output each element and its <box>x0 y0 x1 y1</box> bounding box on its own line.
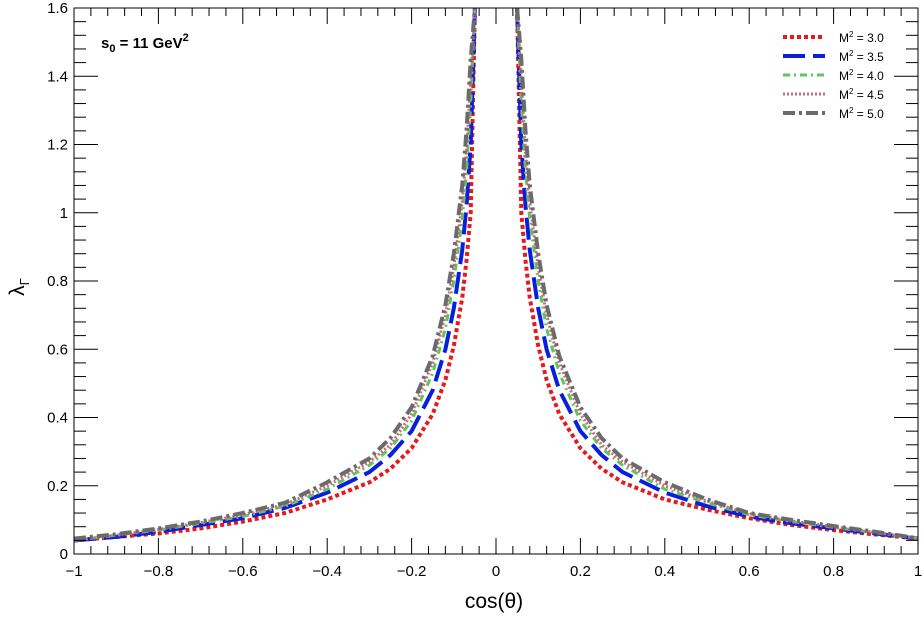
x-tick-label: 0.8 <box>823 563 844 580</box>
y-tick-label: 0 <box>60 546 68 563</box>
legend: M2 = 3.0 M2 = 3.5 M2 = 4.0 M2 = 4.5 M2 = 5.0 <box>783 30 884 121</box>
x-tick-label: −0.2 <box>397 563 427 580</box>
legend-entry: M2 = 4.5 <box>839 87 884 102</box>
x-tick-label: 0.6 <box>739 563 760 580</box>
x-tick-label: −1 <box>65 563 82 580</box>
y-axis: 0 0.2 0.4 0.6 0.8 1 1.2 1.4 1.6 <box>47 0 918 563</box>
x-axis-title: cos(θ) <box>465 590 523 613</box>
series-line-2-left <box>74 8 477 543</box>
series-line-1-right <box>515 8 918 541</box>
y-tick-label: 0.4 <box>47 410 68 427</box>
y-tick-label: 1 <box>60 205 68 222</box>
x-axis: −1 −0.8 −0.6 −0.4 −0.2 0 0.2 0.4 0.6 0.8 1 <box>65 8 922 580</box>
y-tick-label: 1.4 <box>47 68 68 85</box>
y-tick-label: 0.8 <box>47 273 68 290</box>
legend-entry: M2 = 3.0 <box>839 30 884 45</box>
plot-area <box>74 8 918 543</box>
x-tick-label: 0.2 <box>570 563 591 580</box>
x-tick-label: −0.4 <box>312 563 342 580</box>
x-tick-label: 0.4 <box>654 563 675 580</box>
y-tick-label: 0.2 <box>47 478 68 495</box>
y-tick-label: 1.2 <box>47 137 68 154</box>
legend-entry: M2 = 4.0 <box>839 68 884 83</box>
x-tick-label: −0.8 <box>144 563 174 580</box>
series-line-2-right <box>515 8 918 541</box>
x-tick-label: −0.6 <box>228 563 258 580</box>
chart-annotation: s0 = 11 GeV2 <box>101 32 189 55</box>
series-group <box>74 8 918 543</box>
series-line-5-left <box>74 8 477 541</box>
x-tick-label: 1 <box>914 563 922 580</box>
y-tick-label: 0.6 <box>47 341 68 358</box>
legend-entry: M2 = 5.0 <box>839 106 884 121</box>
x-tick-label: 0 <box>492 563 500 580</box>
legend-entry: M2 = 3.5 <box>839 49 884 64</box>
series-line-1-left <box>74 8 477 543</box>
y-axis-title: λΓ <box>6 278 32 296</box>
series-line-5-right <box>515 8 918 541</box>
y-tick-label: 1.6 <box>47 0 68 17</box>
